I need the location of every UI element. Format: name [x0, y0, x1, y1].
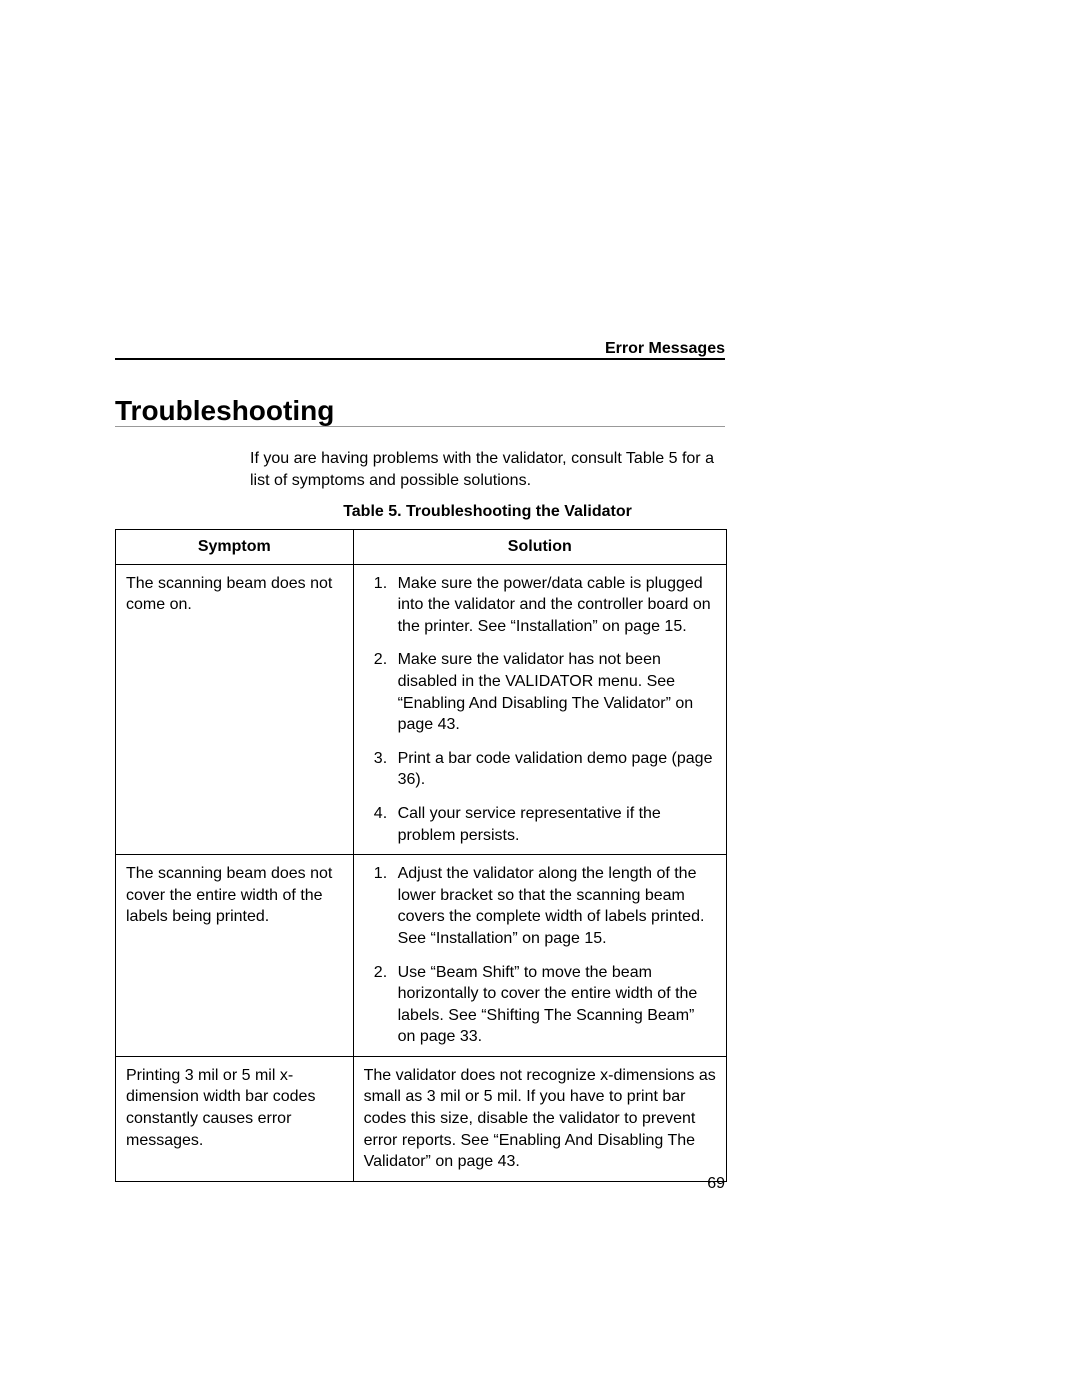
- section-title: Troubleshooting: [115, 395, 334, 427]
- troubleshooting-table: Symptom Solution The scanning beam does …: [115, 529, 727, 1182]
- intro-paragraph: If you are having problems with the vali…: [250, 448, 725, 491]
- solution-cell: Adjust the validator along the length of…: [353, 855, 726, 1057]
- solution-cell: Make sure the power/data cable is plugge…: [353, 564, 726, 855]
- col-header-solution: Solution: [353, 530, 726, 565]
- solution-item: Adjust the validator along the length of…: [392, 863, 716, 949]
- document-page: Error Messages Troubleshooting If you ar…: [0, 0, 1080, 1397]
- symptom-cell: The scanning beam does not cover the ent…: [116, 855, 354, 1057]
- solution-cell: The validator does not recognize x-dimen…: [353, 1056, 726, 1181]
- col-header-symptom: Symptom: [116, 530, 354, 565]
- table-row: The scanning beam does not cover the ent…: [116, 855, 727, 1057]
- solution-item: Make sure the validator has not been dis…: [392, 649, 716, 735]
- solution-item: Use “Beam Shift” to move the beam horizo…: [392, 962, 716, 1048]
- symptom-cell: The scanning beam does not come on.: [116, 564, 354, 855]
- solution-list: Adjust the validator along the length of…: [364, 863, 716, 1048]
- solution-item: Print a bar code validation demo page (p…: [392, 748, 716, 791]
- solution-item: Call your service representative if the …: [392, 803, 716, 846]
- page-number: 69: [707, 1175, 725, 1193]
- table-row: The scanning beam does not come on. Make…: [116, 564, 727, 855]
- header-section-label: Error Messages: [605, 340, 725, 358]
- table-header-row: Symptom Solution: [116, 530, 727, 565]
- solution-item: Make sure the power/data cable is plugge…: [392, 573, 716, 638]
- section-rule: [115, 426, 725, 427]
- symptom-cell: Printing 3 mil or 5 mil x-dimension widt…: [116, 1056, 354, 1181]
- table-caption: Table 5. Troubleshooting the Validator: [250, 503, 725, 521]
- solution-list: Make sure the power/data cable is plugge…: [364, 573, 716, 847]
- table-row: Printing 3 mil or 5 mil x-dimension widt…: [116, 1056, 727, 1181]
- header-rule: [115, 358, 725, 360]
